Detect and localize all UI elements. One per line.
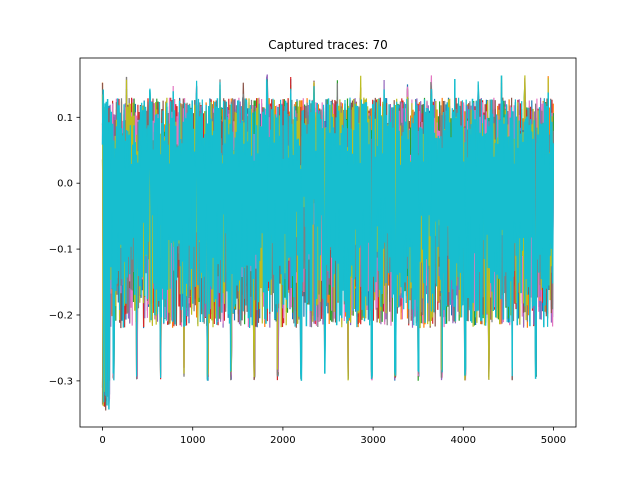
x-tick-label: 3000 bbox=[360, 435, 385, 446]
y-tick-label: −0.1 bbox=[49, 245, 73, 256]
plot-frame bbox=[79, 57, 577, 428]
y-tick-label: 0.0 bbox=[57, 179, 73, 190]
traces bbox=[101, 74, 555, 411]
y-axis: −0.3 −0.2 −0.1 0.0 0.1 bbox=[49, 113, 80, 387]
y-tick-label: −0.2 bbox=[49, 310, 73, 321]
x-tick-label: 1000 bbox=[180, 435, 205, 446]
trace-line bbox=[101, 75, 555, 410]
x-axis: 0 1000 2000 3000 4000 5000 bbox=[99, 427, 566, 446]
chart-title: Captured traces: 70 bbox=[268, 38, 388, 52]
x-tick-label: 0 bbox=[99, 435, 105, 446]
y-tick-label: 0.1 bbox=[57, 113, 73, 124]
x-tick-label: 2000 bbox=[270, 435, 295, 446]
x-tick-label: 5000 bbox=[541, 435, 566, 446]
y-tick-label: −0.3 bbox=[49, 376, 73, 387]
x-tick-label: 4000 bbox=[451, 435, 476, 446]
